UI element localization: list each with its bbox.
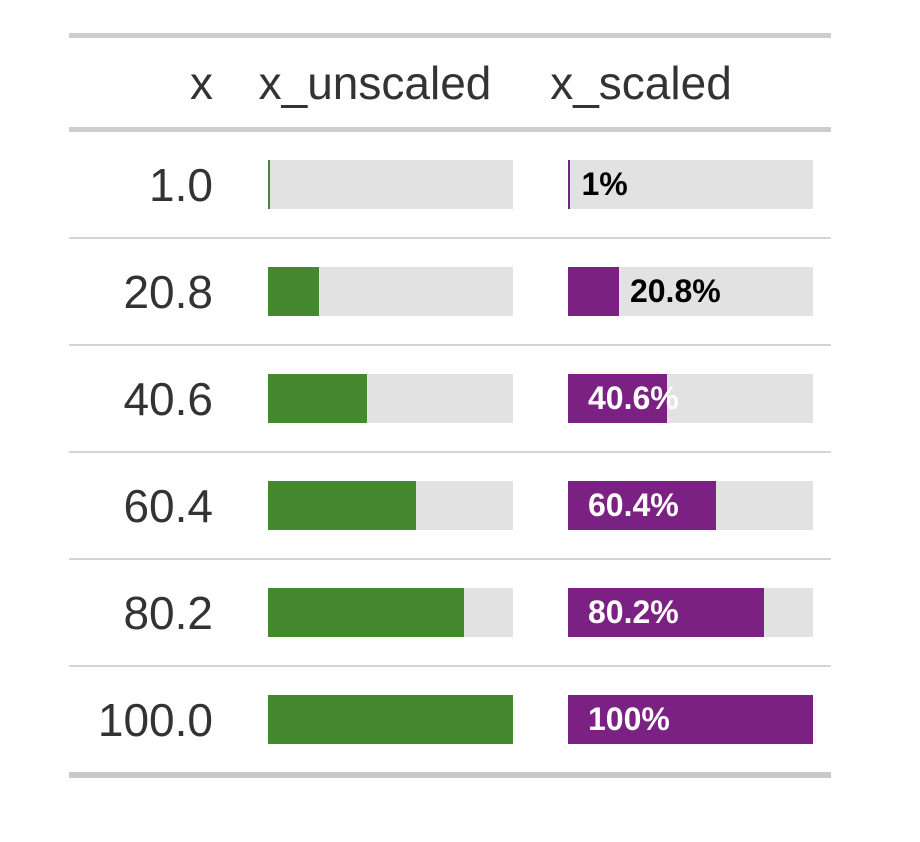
unscaled-bar-cell bbox=[229, 558, 521, 666]
unscaled-bar-track bbox=[268, 481, 513, 530]
unscaled-bar-track bbox=[268, 588, 513, 637]
unscaled-bar-cell bbox=[229, 237, 521, 345]
table-header: x x_unscaled x_scaled bbox=[69, 35, 831, 132]
table-row: 60.4 60.4% bbox=[69, 451, 831, 559]
table-row: 80.2 80.2% bbox=[69, 558, 831, 666]
scaled-bar-cell: 80.2% bbox=[521, 558, 831, 666]
scaled-bar-fill bbox=[568, 374, 668, 423]
unscaled-bar-cell bbox=[229, 451, 521, 559]
unscaled-bar-fill bbox=[268, 374, 368, 423]
scaled-bar-track: 1% bbox=[568, 160, 813, 209]
unscaled-bar-cell bbox=[229, 344, 521, 452]
scaled-bar-label: 60.4% bbox=[588, 487, 679, 523]
scaled-bar-track: 60.4% bbox=[568, 481, 813, 530]
scaled-bar-label: 100% bbox=[588, 701, 670, 737]
scaled-bar-fill bbox=[568, 695, 813, 744]
table-body: 1.0 1% 20.8 bbox=[69, 130, 831, 775]
x-value: 60.4 bbox=[69, 451, 229, 559]
column-header-x-unscaled: x_unscaled bbox=[229, 35, 521, 132]
x-value: 80.2 bbox=[69, 558, 229, 666]
unscaled-bar-track bbox=[268, 374, 513, 423]
unscaled-bar-track bbox=[268, 160, 513, 209]
scaled-bar-track: 80.2% bbox=[568, 588, 813, 637]
unscaled-bar-fill bbox=[268, 160, 271, 209]
unscaled-bar-fill bbox=[268, 481, 416, 530]
table-row: 40.6 40.6% bbox=[69, 344, 831, 452]
scaled-bar-fill bbox=[568, 267, 619, 316]
scaled-bar-cell: 60.4% bbox=[521, 451, 831, 559]
table-row: 100.0 100% bbox=[69, 665, 831, 775]
scaled-bar-label: 20.8% bbox=[629, 273, 721, 309]
unscaled-bar-fill bbox=[268, 588, 465, 637]
x-value: 100.0 bbox=[69, 665, 229, 775]
scaled-bar-cell: 100% bbox=[521, 665, 831, 775]
unscaled-bar-fill bbox=[268, 695, 513, 744]
scaled-bar-label: 40.6% bbox=[588, 380, 679, 416]
header-row: x x_unscaled x_scaled bbox=[69, 35, 831, 132]
table-row: 1.0 1% bbox=[69, 130, 831, 239]
unscaled-bar-fill bbox=[268, 267, 319, 316]
scaled-bar-fill bbox=[568, 160, 571, 209]
x-value: 40.6 bbox=[69, 344, 229, 452]
data-table: x x_unscaled x_scaled 1.0 1% bbox=[69, 33, 831, 778]
scaled-bar-cell: 40.6% bbox=[521, 344, 831, 452]
scaled-bar-track: 20.8% bbox=[568, 267, 813, 316]
scaled-bar-label: 1% bbox=[581, 166, 628, 202]
unscaled-bar-track bbox=[268, 695, 513, 744]
scaled-bar-fill bbox=[568, 588, 765, 637]
scaled-bar-label: 80.2% bbox=[588, 594, 679, 630]
scaled-bar-cell: 1% bbox=[521, 130, 831, 239]
unscaled-bar-cell bbox=[229, 665, 521, 775]
scaled-bar-fill bbox=[568, 481, 716, 530]
scaled-bar-track: 40.6% bbox=[568, 374, 813, 423]
x-value: 20.8 bbox=[69, 237, 229, 345]
unscaled-bar-track bbox=[268, 267, 513, 316]
x-value: 1.0 bbox=[149, 158, 213, 211]
table-row: 20.8 20.8% bbox=[69, 237, 831, 345]
scaled-bar-track: 100% bbox=[568, 695, 813, 744]
column-header-x: x bbox=[69, 35, 229, 132]
unscaled-bar-cell bbox=[229, 130, 521, 239]
column-header-x-scaled: x_scaled bbox=[521, 35, 831, 132]
scaled-bar-cell: 20.8% bbox=[521, 237, 831, 345]
